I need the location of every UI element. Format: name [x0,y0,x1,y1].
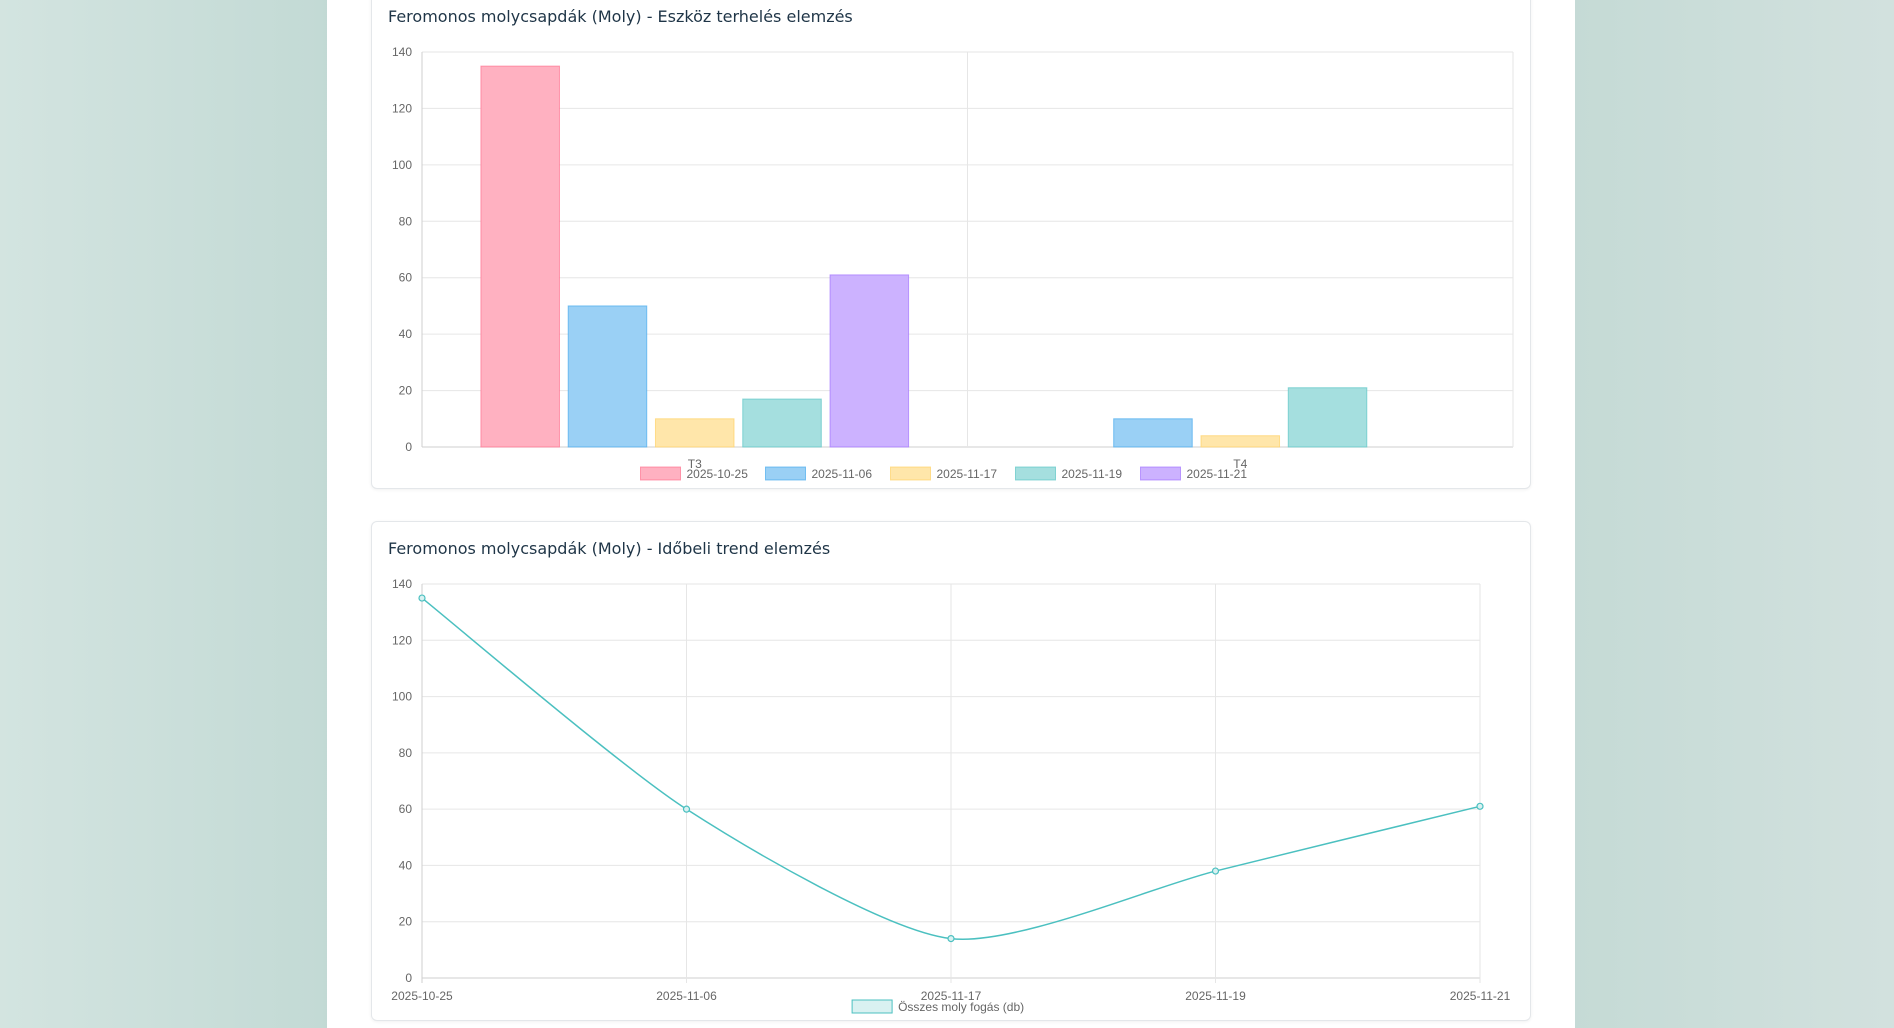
bar [829,274,910,448]
legend-label: Összes moly fogás (db) [898,1000,1024,1014]
line-y-tick-label: 80 [399,746,413,760]
line-y-tick-label: 0 [405,971,412,985]
line-y-tick-label: 100 [392,690,412,704]
data-point [947,935,955,943]
data-point [1211,867,1220,875]
bar-x-tick-label: T3 [688,457,702,471]
bar-chart-card: Feromonos molycsapdák (Moly) - Eszköz te… [371,0,1531,489]
line-y-tick-label: 120 [392,633,412,647]
report-page: Feromonos molycsapdák (Moly) - Eszköz te… [327,0,1575,1028]
trend-line [421,597,1481,940]
bar-y-tick-label: 0 [405,440,412,454]
line-y-tick-label: 40 [399,858,413,872]
line-chart-card: Feromonos molycsapdák (Moly) - Időbeli t… [371,521,1531,1021]
bar [742,398,822,448]
bar [654,418,735,448]
bar-chart: 0 20 40 60 80 100 120 140 T3 T4 2025-10-25 2025-11-… [392,45,1514,481]
bar [567,305,648,448]
bar-y-tick-label: 120 [392,101,412,115]
legend-swatch [765,466,806,481]
bar-chart-title: Feromonos molycsapdák (Moly) - Eszköz te… [388,7,853,26]
bar-y-tick-label: 80 [399,214,413,228]
bar [1287,387,1368,448]
bar [1113,418,1193,448]
line-x-tick-label: 2025-11-21 [1450,989,1511,1003]
legend-label: 2025-11-21 [1187,467,1248,481]
bar-y-tick-label: 60 [399,271,413,285]
line-y-tick-label: 20 [399,915,413,929]
line-y-tick-label: 140 [392,577,412,591]
legend-swatch [890,466,931,481]
bar-y-tick-label: 100 [392,158,412,172]
legend-label: 2025-10-25 [687,467,749,481]
bar-x-tick-label: T4 [1233,457,1247,471]
data-point [418,594,426,602]
legend-label: 2025-11-17 [937,467,998,481]
data-point [682,805,691,813]
bar [480,65,560,448]
line-x-tick-label: 2025-11-19 [1185,989,1246,1003]
line-x-tick-label: 2025-11-17 [921,989,982,1003]
legend-label: 2025-11-06 [812,467,873,481]
legend-swatch [851,999,893,1014]
line-x-tick-label: 2025-10-25 [391,989,453,1003]
line-chart-title: Feromonos molycsapdák (Moly) - Időbeli t… [388,539,831,558]
data-point [1476,802,1484,810]
bar-y-tick-label: 20 [399,384,413,398]
legend-swatch [1140,466,1181,481]
legend-swatch [1015,466,1056,481]
bar-y-tick-label: 140 [392,45,412,59]
legend-swatch [640,466,681,481]
line-x-tick-label: 2025-11-06 [656,989,717,1003]
line-y-tick-label: 60 [399,802,413,816]
bar [1200,435,1281,448]
legend-label: 2025-11-19 [1062,467,1123,481]
bar-y-tick-label: 40 [399,327,413,341]
line-chart: 0 20 40 60 80 100 120 140 2025-10-25 2025-11-06 20… [391,577,1511,1014]
